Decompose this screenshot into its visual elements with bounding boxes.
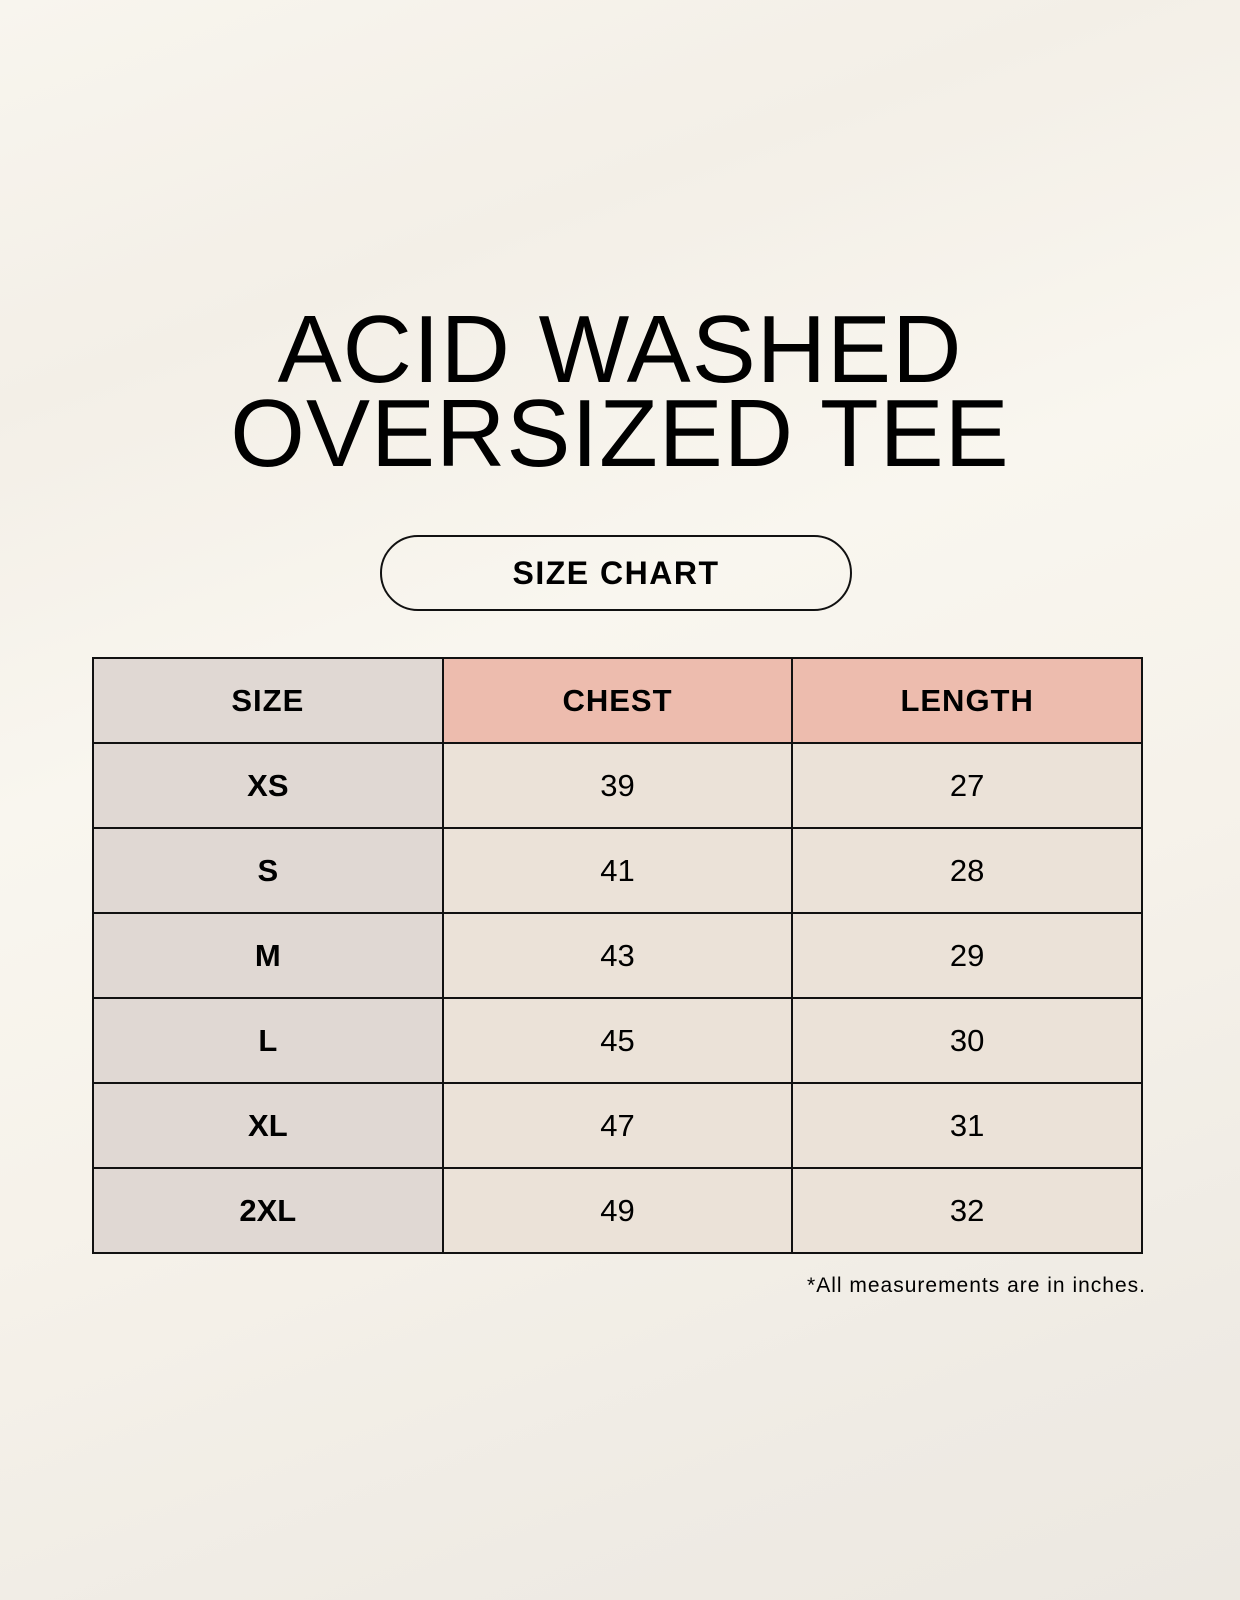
title-line-1: ACID WASHED — [277, 296, 963, 403]
table-row: S 41 28 — [92, 827, 1143, 914]
chest-cell: 49 — [441, 1167, 794, 1254]
chest-cell: 45 — [441, 997, 794, 1084]
table-row: XS 39 27 — [92, 742, 1143, 829]
table-header-row: SIZE CHEST LENGTH — [92, 657, 1143, 744]
header-size: SIZE — [92, 657, 444, 744]
length-cell: 28 — [791, 827, 1143, 914]
page-title: ACID WASHED OVERSIZED TEE — [0, 296, 1240, 487]
length-cell: 31 — [791, 1082, 1143, 1169]
table-row: XL 47 31 — [92, 1082, 1143, 1169]
size-cell: XL — [92, 1082, 444, 1169]
size-cell: L — [92, 997, 444, 1084]
size-cell: M — [92, 912, 444, 999]
table-row: 2XL 49 32 — [92, 1167, 1143, 1254]
size-cell: 2XL — [92, 1167, 444, 1254]
measurement-note: *All measurements are in inches. — [807, 1274, 1146, 1297]
table-row: M 43 29 — [92, 912, 1143, 999]
table-row: L 45 30 — [92, 997, 1143, 1084]
header-chest: CHEST — [441, 657, 794, 744]
chest-cell: 39 — [441, 742, 794, 829]
chest-cell: 41 — [441, 827, 794, 914]
chest-cell: 47 — [441, 1082, 794, 1169]
size-cell: XS — [92, 742, 444, 829]
length-cell: 30 — [791, 997, 1143, 1084]
title-line-2: OVERSIZED TEE — [230, 380, 1010, 487]
length-cell: 27 — [791, 742, 1143, 829]
size-table: SIZE CHEST LENGTH XS 39 27 S 41 28 M 43 29 L 45 30 X… — [92, 657, 1143, 1254]
length-cell: 29 — [791, 912, 1143, 999]
size-cell: S — [92, 827, 444, 914]
chest-cell: 43 — [441, 912, 794, 999]
header-length: LENGTH — [791, 657, 1143, 744]
size-chart-label: SIZE CHART — [380, 535, 852, 611]
length-cell: 32 — [791, 1167, 1143, 1254]
